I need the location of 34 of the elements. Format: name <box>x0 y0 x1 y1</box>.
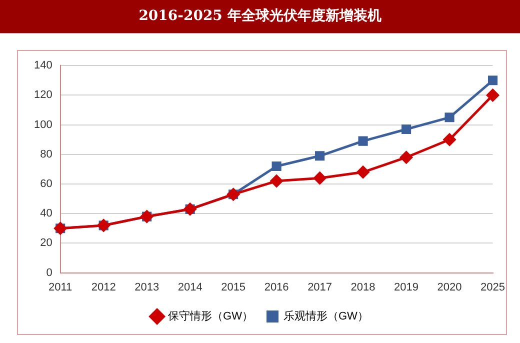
x-tick-label: 2011 <box>48 281 72 294</box>
y-tick-label: 120 <box>34 89 52 102</box>
x-tick-label: 2018 <box>350 281 376 294</box>
x-tick-label: 2025 <box>480 281 506 294</box>
point <box>358 136 368 146</box>
chart-title: 2016-2025 年全球光伏年度新增装机 <box>0 0 520 34</box>
y-tick-label: 80 <box>40 148 52 160</box>
point <box>401 124 412 134</box>
point <box>270 174 283 188</box>
x-tick-label: 2012 <box>91 281 116 294</box>
point <box>315 151 325 161</box>
point <box>356 166 370 178</box>
x-tick-label: 2015 <box>221 281 246 294</box>
x-tick-label: 2017 <box>308 281 332 294</box>
x-tick-label: 2020 <box>437 281 462 294</box>
x-tick-label: 2016 <box>264 281 289 294</box>
point <box>443 133 456 146</box>
y-tick-label: 0 <box>46 266 52 279</box>
point <box>314 172 326 184</box>
legend-label: 保守情形（GW） <box>168 310 254 323</box>
y-tick-label: 60 <box>40 178 52 190</box>
y-tick-label: 20 <box>40 237 52 250</box>
point <box>444 112 454 122</box>
point <box>400 151 413 164</box>
point <box>488 76 498 86</box>
x-tick-label: 2019 <box>394 281 419 294</box>
y-tick-label: 140 <box>34 60 52 72</box>
y-tick-label: 40 <box>40 208 52 220</box>
legend-label: 乐观情形（GW） <box>284 310 368 323</box>
point <box>486 88 500 102</box>
y-tick-label: 100 <box>34 118 52 131</box>
x-tick-label: 2014 <box>178 281 202 294</box>
x-tick-label: 2013 <box>134 281 160 294</box>
point <box>272 161 282 172</box>
